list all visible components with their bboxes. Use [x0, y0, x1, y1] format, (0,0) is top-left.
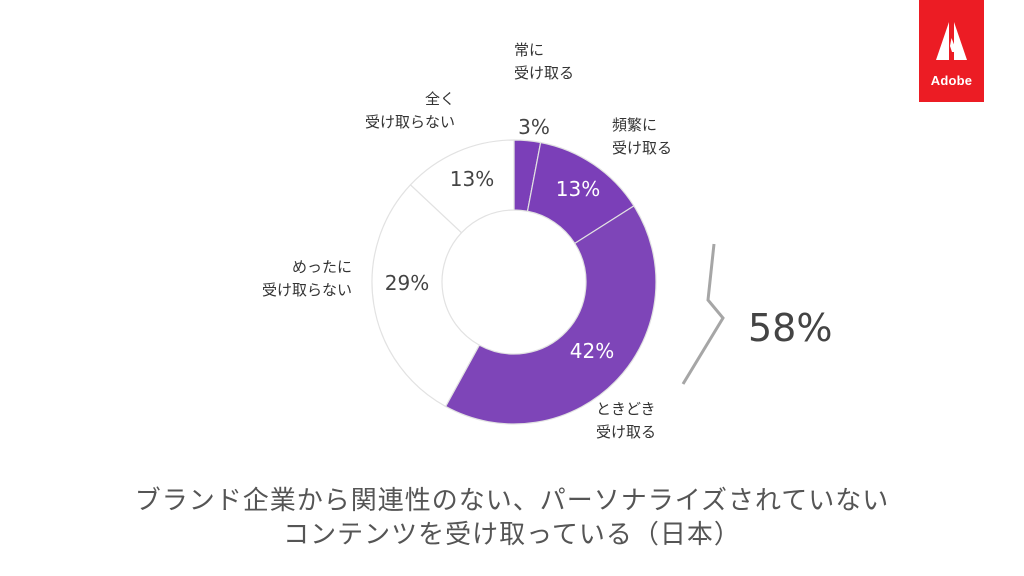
slice-category-label: 全く受け取らない	[365, 90, 455, 131]
highlight-total: 58%	[748, 306, 832, 350]
slice-category-label: 常に受け取る	[514, 41, 574, 82]
slice-category-label-line: めったに	[292, 258, 352, 276]
adobe-logo: Adobe	[919, 0, 984, 102]
donut-slices	[371, 139, 657, 425]
slice-category-label-line: 受け取る	[612, 139, 672, 157]
slice-category-label-line: 受け取る	[596, 423, 656, 441]
donut-slice	[371, 183, 481, 408]
slice-category-label-line: 全く	[425, 90, 455, 108]
slice-category-label-line: 受け取る	[514, 64, 574, 82]
adobe-logo-icon	[936, 22, 967, 60]
chart-title: ブランド企業から関連性のない、パーソナライズされていない コンテンツを受け取って…	[0, 484, 1024, 552]
slice-category-label-line: 受け取らない	[365, 113, 455, 131]
slice-category-label-line: 常に	[514, 41, 544, 59]
slice-category-label: ときどき受け取る	[596, 400, 656, 441]
slice-category-label: 頻繁に受け取る	[612, 116, 672, 157]
slice-category-label-line: 受け取らない	[262, 281, 352, 299]
slice-percent-label: 29%	[385, 271, 429, 295]
donut-chart: 3%常に受け取る13%頻繁に受け取る42%ときどき受け取る29%めったに受け取ら…	[262, 41, 832, 441]
adobe-logo-text: Adobe	[930, 73, 973, 88]
donut-slice	[409, 139, 515, 234]
chart-title-line-1: ブランド企業から関連性のない、パーソナライズされていない	[134, 486, 890, 516]
highlight-bracket	[681, 243, 725, 385]
chart-title-line-2: コンテンツを受け取っている（日本）	[283, 520, 741, 550]
slice-category-label: めったに受け取らない	[262, 258, 352, 299]
slice-category-label-line: 頻繁に	[612, 116, 657, 134]
slice-labels: 3%常に受け取る13%頻繁に受け取る42%ときどき受け取る29%めったに受け取ら…	[262, 41, 672, 441]
slice-percent-label: 3%	[518, 115, 550, 139]
slice-percent-label: 13%	[556, 177, 600, 201]
donut-slice	[444, 205, 657, 425]
slice-percent-label: 13%	[450, 167, 494, 191]
slice-percent-label: 42%	[570, 339, 614, 363]
slice-category-label-line: ときどき	[596, 400, 656, 418]
